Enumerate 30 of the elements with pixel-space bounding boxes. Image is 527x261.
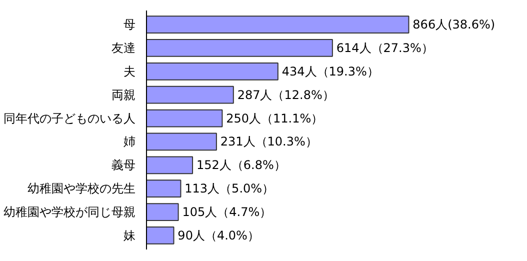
y-tick-label: 幼稚園や学校の先生 (28, 182, 136, 196)
data-label: 866人(38.6%) (412, 18, 496, 32)
y-tick-label: 友達 (112, 40, 136, 55)
y-tick-label: 母 (124, 18, 136, 32)
data-label: 113人（5.0%） (184, 182, 274, 196)
data-label: 90人（4.0%） (178, 228, 260, 242)
y-tick-label: 同年代の子どものいる人 (4, 111, 136, 126)
bar (146, 132, 217, 151)
bar (146, 203, 179, 221)
bar (146, 226, 174, 244)
bar (146, 109, 223, 128)
y-tick-label: 義母 (112, 158, 136, 172)
bar (146, 16, 410, 34)
y-tick-label: 妹 (124, 228, 136, 242)
bar (146, 86, 234, 104)
y-tick-label: 姉 (124, 134, 136, 149)
data-label: 231人（10.3%） (220, 134, 318, 149)
data-label: 434人（19.3%） (282, 64, 379, 78)
data-label: 287人（12.8%） (237, 88, 334, 102)
bar (146, 180, 182, 198)
y-tick-label: 両親 (112, 88, 136, 102)
data-label: 152人（6.8%） (196, 158, 286, 172)
data-label: 614人（27.3%） (336, 40, 434, 55)
bar (146, 39, 333, 57)
bar (146, 156, 194, 174)
y-tick-label: 夫 (124, 64, 136, 78)
data-label: 250人（11.1%） (226, 111, 324, 126)
bar (146, 62, 278, 80)
y-tick-label: 幼稚園や学校が同じ母親 (4, 205, 136, 220)
data-label: 105人（4.7%） (182, 205, 272, 220)
